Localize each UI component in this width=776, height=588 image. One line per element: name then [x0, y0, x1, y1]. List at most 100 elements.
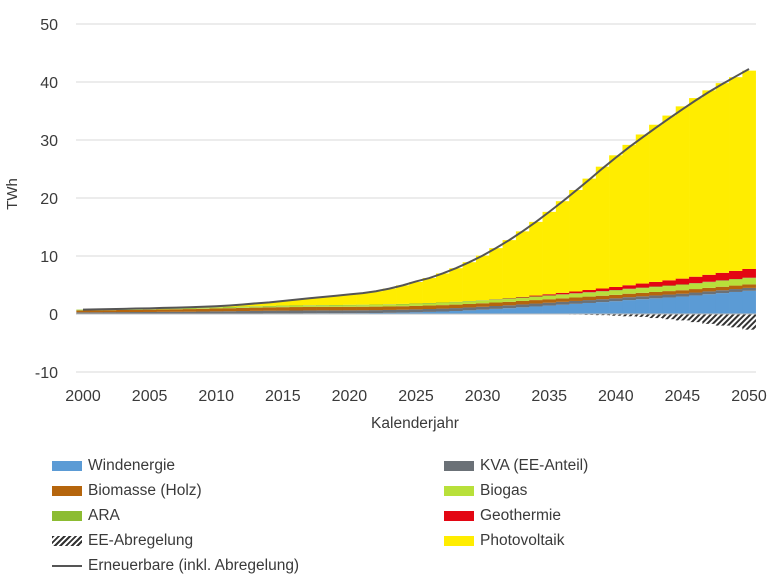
bar-segment [435, 302, 450, 304]
bar-segment [156, 311, 170, 314]
bar-segment [475, 303, 490, 307]
bar-segment [609, 314, 623, 316]
bar-segment [609, 301, 623, 314]
bar-segment [449, 301, 463, 303]
bar-segment [329, 310, 344, 314]
bar-segment [222, 306, 237, 308]
bar-segment [462, 310, 477, 314]
bar-segment [675, 106, 690, 279]
stacked-bars [76, 70, 756, 330]
legend-swatch [444, 511, 474, 521]
bar-segment [729, 291, 743, 314]
bar-segment [475, 300, 490, 304]
bar-segment [462, 301, 477, 304]
bar-segment [622, 288, 637, 290]
bar-segment [502, 301, 517, 306]
bar-segment [356, 293, 370, 305]
bar-segment [462, 262, 477, 302]
bar-segment [529, 296, 543, 298]
bar-segment [462, 301, 477, 302]
legend-label: Biogas [480, 482, 528, 499]
bar-segment [702, 294, 716, 314]
bar-segment [595, 299, 610, 303]
bar-segment [409, 305, 423, 310]
bar-segment [569, 293, 583, 294]
bar-segment [489, 248, 503, 300]
bar-segment [356, 305, 370, 307]
legend-label: Erneuerbare (inkl. Abregelung) [88, 557, 300, 574]
bar-segment [209, 311, 224, 314]
bar-segment [555, 304, 570, 314]
bar-segment [435, 311, 450, 314]
bar-segment [689, 289, 703, 293]
bar-segment [209, 308, 224, 312]
bar-segment [409, 281, 423, 304]
bar-segment [515, 296, 530, 298]
y-tick-label: 30 [40, 133, 58, 150]
y-axis-label: TWh [4, 178, 21, 210]
bar-segment [76, 312, 90, 314]
x-tick-label: 2010 [198, 388, 234, 405]
bar-segment [689, 314, 703, 323]
bar-segment [249, 306, 264, 308]
bar-segment [529, 306, 543, 314]
bar-segment [342, 306, 357, 311]
bar-segment [702, 281, 716, 283]
x-tick-label: 2030 [465, 388, 501, 405]
legend-swatch [52, 461, 82, 471]
bar-segment [622, 300, 637, 314]
bar-segment [196, 308, 210, 309]
bar-segment [409, 312, 423, 314]
bar-segment [662, 285, 677, 287]
bar-segment [635, 287, 650, 289]
bar-segment [515, 307, 530, 314]
bar-segment [502, 298, 517, 300]
bar-segment [742, 268, 756, 278]
bar-segment [715, 272, 730, 281]
bar-segment [316, 305, 330, 306]
bar-segment [609, 155, 623, 287]
bar-segment [422, 303, 437, 306]
bar-segment [396, 304, 410, 307]
bar-segment [222, 308, 237, 312]
bar-segment [542, 294, 557, 296]
bar-segment [236, 306, 250, 308]
bar-segment [369, 291, 383, 305]
legend-label: KVA (EE-Anteil) [480, 457, 589, 474]
bar-segment [582, 292, 597, 293]
bar-segment [595, 295, 610, 300]
bar-segment [262, 307, 277, 311]
bar-segment [89, 312, 104, 314]
bar-segment [729, 285, 743, 290]
bar-segment [729, 279, 743, 280]
bar-segment [649, 298, 663, 314]
bar-segment [502, 240, 517, 299]
bar-segment [369, 305, 383, 307]
bar-segment [236, 307, 250, 312]
bar-segment [569, 189, 583, 292]
bar-segment [382, 304, 397, 305]
bar-segment [582, 296, 597, 301]
x-tick-label: 2015 [265, 388, 301, 405]
bar-segment [662, 297, 677, 314]
bar-segment [529, 295, 543, 297]
bar-segment [382, 312, 397, 314]
bar-segment [249, 306, 264, 307]
y-tick-label: 50 [40, 17, 58, 34]
bar-segment [609, 290, 623, 291]
bar-segment [342, 305, 357, 307]
bar-segment [342, 304, 357, 306]
legend-item-photovoltaik: Photovoltaik [444, 532, 564, 550]
bar-segment [622, 314, 637, 317]
bar-segment [742, 284, 756, 288]
bar-segment [515, 298, 530, 301]
y-tick-label: 20 [40, 191, 58, 208]
bar-segment [675, 293, 690, 297]
bar-segment [422, 278, 437, 303]
legend-label: ARA [88, 507, 120, 524]
bar-segment [649, 281, 663, 287]
bar-segment [609, 294, 623, 299]
bar-segment [622, 144, 637, 286]
bar-segment [435, 308, 450, 312]
